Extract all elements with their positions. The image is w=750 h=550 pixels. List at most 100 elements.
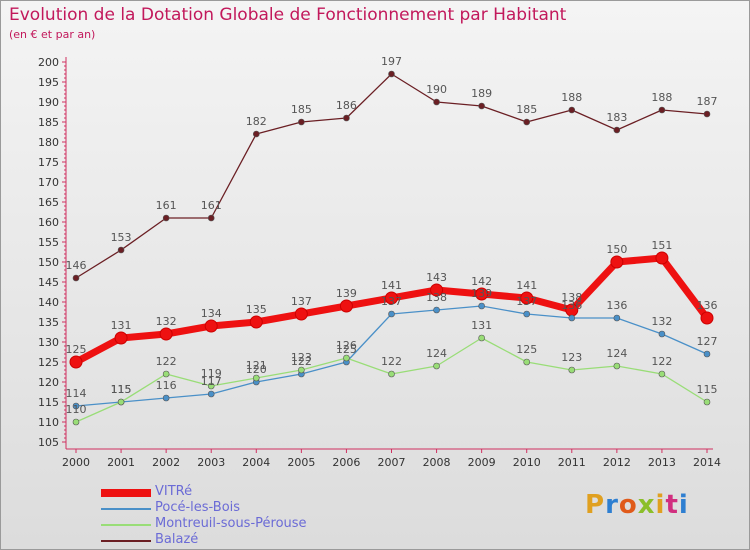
data-point — [520, 291, 534, 305]
data-point — [478, 302, 485, 310]
data-point — [655, 251, 669, 265]
legend-swatch — [101, 524, 151, 526]
data-label: 137 — [381, 295, 402, 308]
data-label: 186 — [336, 99, 357, 112]
data-label: 115 — [111, 383, 132, 396]
data-label: 197 — [381, 55, 402, 68]
x-tick-label: 2009 — [468, 456, 496, 469]
data-point — [343, 354, 350, 362]
x-tick-label: 2001 — [107, 456, 135, 469]
y-tick-label: 190 — [38, 96, 59, 109]
data-label: 122 — [156, 355, 177, 368]
y-tick-label: 175 — [38, 156, 59, 169]
data-point — [294, 307, 308, 321]
x-tick-label: 2004 — [242, 456, 270, 469]
data-point — [69, 355, 83, 369]
x-tick-label: 2012 — [603, 456, 631, 469]
data-point — [658, 106, 666, 114]
data-label: 141 — [381, 279, 402, 292]
data-label: 146 — [66, 259, 87, 272]
x-tick-label: 2011 — [558, 456, 586, 469]
data-point — [249, 315, 263, 329]
data-label: 114 — [66, 387, 87, 400]
legend-label: Pocé-les-Bois — [155, 500, 241, 515]
y-tick-label: 110 — [38, 416, 59, 429]
data-point — [475, 287, 489, 301]
chart-title: Evolution de la Dotation Globale de Fonc… — [9, 5, 567, 25]
data-point — [433, 306, 440, 314]
data-point — [207, 382, 215, 390]
data-label: 115 — [111, 383, 132, 396]
data-label: 126 — [336, 339, 357, 352]
data-point — [117, 246, 125, 254]
legend-label: Balazé — [155, 532, 199, 547]
data-point — [339, 299, 353, 313]
data-point — [298, 118, 305, 126]
data-point — [610, 255, 624, 269]
data-point — [523, 310, 531, 318]
data-point — [658, 330, 666, 338]
data-label: 131 — [111, 319, 132, 332]
y-tick-label: 200 — [38, 56, 59, 69]
data-point — [568, 106, 576, 114]
data-point — [72, 418, 80, 426]
data-point — [613, 126, 621, 134]
legend-swatch — [101, 489, 151, 497]
data-point — [478, 102, 485, 110]
legend-label: VITRé — [155, 484, 193, 499]
y-tick-label: 185 — [38, 116, 59, 129]
data-label: 161 — [156, 199, 177, 212]
data-point — [433, 362, 440, 370]
data-point — [72, 402, 80, 410]
y-tick-label: 155 — [38, 236, 59, 249]
data-label: 153 — [111, 231, 132, 244]
x-tick-label: 2005 — [287, 456, 315, 469]
legend-swatch — [101, 508, 151, 510]
data-label: 122 — [651, 355, 672, 368]
data-point — [613, 362, 621, 370]
data-label: 137 — [516, 295, 537, 308]
data-label: 137 — [291, 295, 312, 308]
data-point — [204, 319, 218, 333]
data-label: 124 — [606, 347, 627, 360]
data-label: 125 — [336, 343, 357, 356]
data-point — [162, 370, 170, 378]
y-tick-label: 145 — [38, 276, 59, 289]
data-label: 125 — [66, 343, 87, 356]
data-label: 136 — [561, 299, 582, 312]
data-point — [207, 214, 215, 222]
data-label: 150 — [606, 243, 627, 256]
y-tick-label: 195 — [38, 76, 59, 89]
data-label: 188 — [651, 91, 672, 104]
data-label: 125 — [516, 343, 537, 356]
x-tick-label: 2006 — [332, 456, 360, 469]
data-label: 116 — [156, 379, 177, 392]
data-point — [72, 274, 80, 282]
data-label: 120 — [246, 363, 267, 376]
x-tick-label: 2007 — [378, 456, 406, 469]
data-label: 161 — [201, 199, 222, 212]
data-point — [117, 398, 125, 406]
data-point — [658, 370, 666, 378]
data-point — [703, 350, 711, 358]
x-tick-label: 2014 — [693, 456, 721, 469]
data-label: 138 — [561, 291, 582, 304]
proxiti-logo: Proxiti — [585, 490, 689, 520]
data-label: 185 — [516, 103, 537, 116]
y-tick-label: 160 — [38, 216, 59, 229]
x-tick-label: 2013 — [648, 456, 676, 469]
x-tick-label: 2008 — [423, 456, 451, 469]
data-label: 141 — [516, 279, 537, 292]
data-label: 138 — [426, 291, 447, 304]
data-label: 119 — [201, 367, 222, 380]
data-label: 115 — [697, 383, 718, 396]
y-tick-label: 125 — [38, 356, 59, 369]
data-point — [703, 398, 711, 406]
data-label: 134 — [201, 307, 222, 320]
data-point — [388, 70, 395, 78]
data-point — [385, 291, 398, 305]
data-label: 127 — [697, 335, 718, 348]
y-tick-label: 180 — [38, 136, 59, 149]
data-label: 136 — [606, 299, 627, 312]
